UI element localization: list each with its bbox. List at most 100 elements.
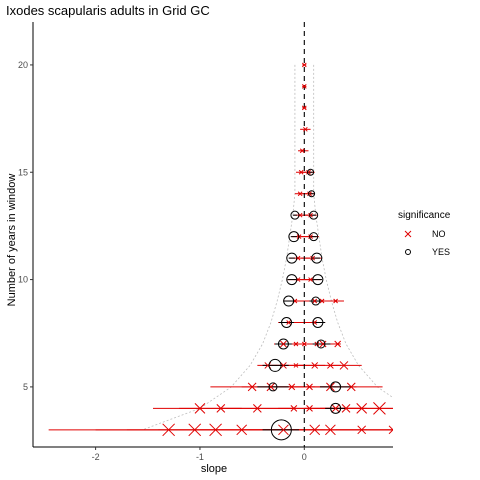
point-no-12-stroke-b [308,234,313,240]
point-no-4-stroke-b [299,148,305,154]
point-no-47-stroke-b [341,404,351,413]
point-no-49 [373,402,386,415]
point-no-30-stroke-b [280,362,287,369]
point-no-35-stroke-b [247,382,257,392]
point-yes-73 [277,338,289,350]
point-no-27-stroke-b [319,340,327,348]
point-no-50-stroke-b [162,423,176,437]
point-no-25 [301,341,307,347]
y-tick-label-0: 5 [23,382,28,392]
point-no-8 [307,191,312,197]
point-no-12 [308,234,313,240]
point-no-57 [357,425,367,435]
point-no-58 [388,425,393,435]
point-no-20 [333,298,338,304]
y-tick-label-2: 15 [18,167,28,177]
point-no-45 [306,405,313,412]
point-no-57-stroke-b [357,425,367,435]
point-no-58-stroke-b [388,429,393,435]
point-no-35 [247,382,257,392]
point-yes-61 [290,210,300,220]
x-tick-label-1: -1 [196,452,204,462]
point-yes-70 [311,296,321,306]
point-no-18-stroke-b [312,298,318,304]
x-axis-title: slope [201,463,227,475]
point-no-6 [306,169,311,175]
point-yes-75 [268,358,282,372]
point-no-44 [290,405,298,412]
point-no-54 [278,424,289,436]
point-no-10 [308,212,313,218]
point-no-19 [319,298,325,304]
point-yes-74 [316,339,326,349]
point-no-1-stroke-b [301,84,307,89]
point-no-48 [356,403,368,414]
point-no-52 [209,423,222,437]
point-no-46 [331,404,340,413]
point-no-42-stroke-b [216,404,226,413]
point-no-36-stroke-b [266,382,276,392]
point-no-20-stroke-b [333,298,338,304]
point-no-24-stroke-b [293,341,299,347]
point-yes-76 [268,382,278,392]
point-no-40-stroke-b [346,382,356,392]
point-no-2-stroke-b [301,105,307,111]
point-no-2 [301,105,307,111]
x-tick-label-2: 0 [302,452,307,462]
point-no-18 [312,298,318,304]
point-no-30 [280,362,287,369]
legend-marker-no-stroke-b [404,230,412,238]
point-no-3-stroke-b [302,126,308,132]
point-no-43-stroke-b [252,404,262,413]
point-no-23-stroke-b [280,340,287,348]
point-no-19-stroke-b [319,298,325,304]
point-yes-72 [312,317,324,329]
point-no-32-stroke-b [311,362,319,369]
point-no-32 [311,362,319,369]
point-no-58-stroke-a [388,425,393,431]
point-no-40 [346,382,356,392]
point-yes-68 [312,274,324,286]
point-no-37 [288,383,296,391]
legend-label-yes: YES [432,247,450,257]
point-no-50 [162,423,176,437]
point-no-31-stroke-b [293,363,299,368]
point-no-4 [299,148,305,154]
point-no-25-stroke-b [301,341,307,347]
x-tick-label-0: -2 [92,452,100,462]
y-axis-title: Number of years in window [6,174,18,307]
point-no-55-stroke-b [309,424,321,436]
point-no-51 [188,423,202,437]
point-no-52-stroke-b [209,423,222,437]
point-no-14 [310,255,316,261]
point-no-28 [334,340,342,348]
point-no-38-stroke-b [306,383,313,391]
y-tick-label-1: 10 [18,275,28,285]
point-yes-63 [288,231,300,243]
axes: -2 -1 0 5 10 15 20 [18,22,393,462]
point-no-54-stroke-b [278,424,289,436]
point-no-43 [252,404,262,413]
point-no-0 [301,62,307,68]
plot-content [48,22,393,447]
point-no-0-stroke-b [301,62,307,68]
point-yes-79 [270,419,292,441]
point-no-10-stroke-b [308,212,313,218]
point-no-5-stroke-b [298,169,304,175]
point-no-5 [298,169,304,175]
point-no-51-stroke-b [188,423,202,437]
point-no-41-stroke-b [194,403,206,414]
point-no-34-stroke-b [339,361,349,370]
point-no-33-stroke-b [327,362,334,369]
point-yes-66 [311,252,323,264]
point-no-14-stroke-b [310,255,316,261]
point-no-41 [194,403,206,414]
point-no-53-stroke-b [236,424,248,436]
point-yes-67 [286,274,298,286]
point-no-21 [286,320,292,325]
point-no-33 [327,362,334,369]
point-yes-65 [286,252,298,264]
point-yes-69 [283,295,295,307]
legend-marker-yes [405,249,411,255]
